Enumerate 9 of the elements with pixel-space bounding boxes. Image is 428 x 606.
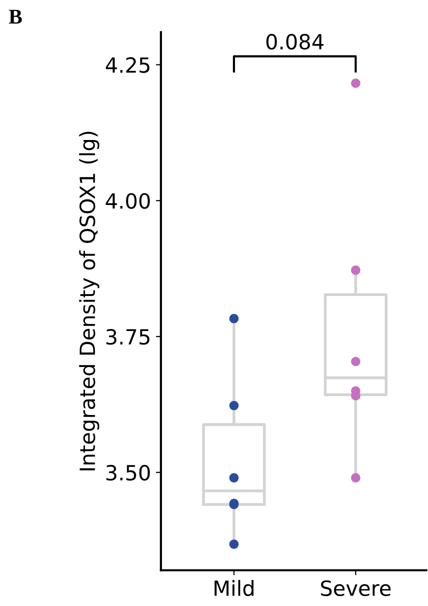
- y-tick-label: 3.50: [106, 464, 150, 481]
- y-tick-label: 4.25: [106, 57, 150, 73]
- y-tick-label: 4.00: [106, 193, 150, 209]
- x-tick-label: Severe: [321, 580, 391, 596]
- x-tick-label: Mild: [214, 580, 254, 596]
- y-axis-title: Integrated Density of QSOX1 (lg): [79, 132, 100, 470]
- y-tick-label: 3.75: [106, 328, 150, 345]
- text: B: [8, 10, 22, 24]
- annotation: 0.084: [266, 34, 324, 50]
